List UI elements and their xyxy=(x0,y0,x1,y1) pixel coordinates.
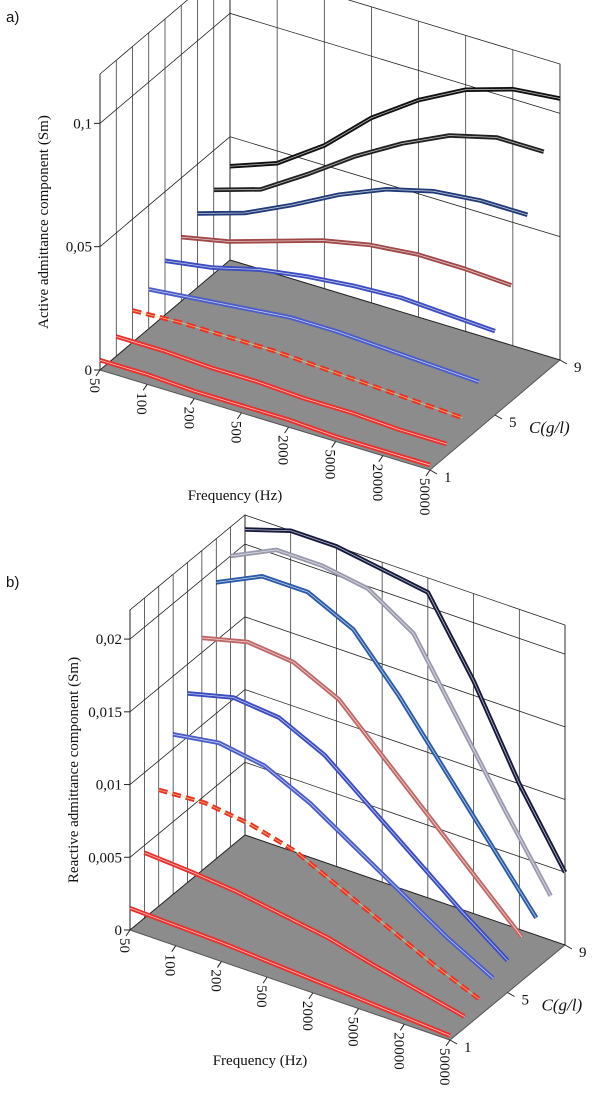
tick-mark xyxy=(429,469,438,475)
x-tick-label: 500 xyxy=(227,421,243,444)
x-tick-label: 2000 xyxy=(275,435,291,465)
y-tick-label: 0,05 xyxy=(66,240,92,256)
z-tick-label: 5 xyxy=(522,993,530,1009)
tick-mark xyxy=(262,976,268,984)
series-highlight xyxy=(216,575,537,919)
x-axis-title: Frequency (Hz) xyxy=(213,1053,308,1069)
tick-mark xyxy=(449,1039,458,1045)
y-tick-label: 0,1 xyxy=(73,116,92,132)
grid-line xyxy=(129,616,566,728)
tick-mark xyxy=(354,1008,359,1015)
tick-mark xyxy=(559,359,568,365)
x-tick-label: 50000 xyxy=(416,478,432,516)
tick-mark xyxy=(399,1024,405,1031)
series-highlight xyxy=(148,288,479,383)
tick-mark xyxy=(331,441,337,448)
grid-line xyxy=(129,543,566,655)
series-highlight xyxy=(129,907,451,1037)
series-highlight xyxy=(187,693,508,961)
grid-line xyxy=(99,12,561,124)
y-tick-label: 0 xyxy=(85,363,93,379)
panel-label: b) xyxy=(6,574,19,591)
tick-mark xyxy=(125,929,131,937)
y-axis-title: Active admittance component (Sm) xyxy=(36,115,52,329)
grid-line xyxy=(129,689,566,800)
z-tick-label: 1 xyxy=(444,470,452,486)
x-tick-label: 50000 xyxy=(436,1048,452,1086)
x-tick-label: 5000 xyxy=(345,1017,361,1047)
y-tick-label: 0,01 xyxy=(96,778,122,794)
series-highlight xyxy=(229,88,561,167)
series-highlight xyxy=(158,789,479,1000)
x-tick-label: 200 xyxy=(180,407,196,430)
y-tick-label: 0,015 xyxy=(88,705,122,721)
x-axis-title: Frequency (Hz) xyxy=(188,488,283,504)
series-highlight xyxy=(164,260,496,332)
y-axis-title: Reactive admittance component (Sm) xyxy=(66,657,82,883)
series-highlight xyxy=(144,852,465,1017)
x-tick-label: 100 xyxy=(162,954,178,977)
x-tick-label: 5000 xyxy=(322,449,338,479)
x-tick-label: 20000 xyxy=(390,1032,406,1070)
tick-mark xyxy=(189,398,195,405)
tick-mark xyxy=(237,412,242,420)
tick-mark xyxy=(445,1039,451,1047)
series-highlight xyxy=(201,637,523,938)
x-tick-label: 50 xyxy=(116,938,132,953)
tick-mark xyxy=(494,414,503,420)
x-tick-label: 200 xyxy=(207,969,223,992)
x-tick-label: 20000 xyxy=(369,464,385,502)
z-axis-title: C(g/l) xyxy=(542,996,583,1015)
grid-line xyxy=(99,259,561,371)
x-tick-label: 50 xyxy=(86,378,102,393)
series-highlight xyxy=(230,549,551,896)
series-highlight xyxy=(181,236,512,286)
series-highlight xyxy=(116,336,447,445)
z-tick-label: 1 xyxy=(464,1040,472,1056)
tick-mark xyxy=(171,945,177,952)
z-tick-label: 5 xyxy=(509,415,517,431)
tick-mark xyxy=(284,426,289,434)
x-tick-label: 500 xyxy=(253,985,269,1008)
tick-mark xyxy=(95,369,101,377)
y-tick-label: 0,005 xyxy=(88,850,122,866)
z-tick-label: 9 xyxy=(574,360,582,376)
z-tick-label: 9 xyxy=(579,945,587,961)
tick-mark xyxy=(425,469,431,477)
tick-mark xyxy=(378,455,384,462)
tick-mark xyxy=(217,961,222,968)
tick-mark xyxy=(308,992,314,1000)
series-highlight xyxy=(99,359,431,466)
grid-line xyxy=(99,136,561,247)
y-tick-label: 0,02 xyxy=(96,632,122,648)
tick-mark xyxy=(564,944,573,950)
y-tick-label: 0 xyxy=(115,923,123,939)
x-tick-label: 2000 xyxy=(299,1001,315,1031)
panel-label: a) xyxy=(6,9,19,26)
z-axis-title: C(g/l) xyxy=(529,418,570,437)
series-highlight xyxy=(197,188,528,216)
series-highlight xyxy=(213,135,544,191)
x-tick-label: 100 xyxy=(133,392,149,415)
series-highlight xyxy=(132,310,463,419)
tick-mark xyxy=(142,384,148,391)
grid-line xyxy=(129,761,566,873)
series-highlight xyxy=(173,733,494,979)
tick-mark xyxy=(507,992,515,997)
series-highlight xyxy=(244,529,566,873)
